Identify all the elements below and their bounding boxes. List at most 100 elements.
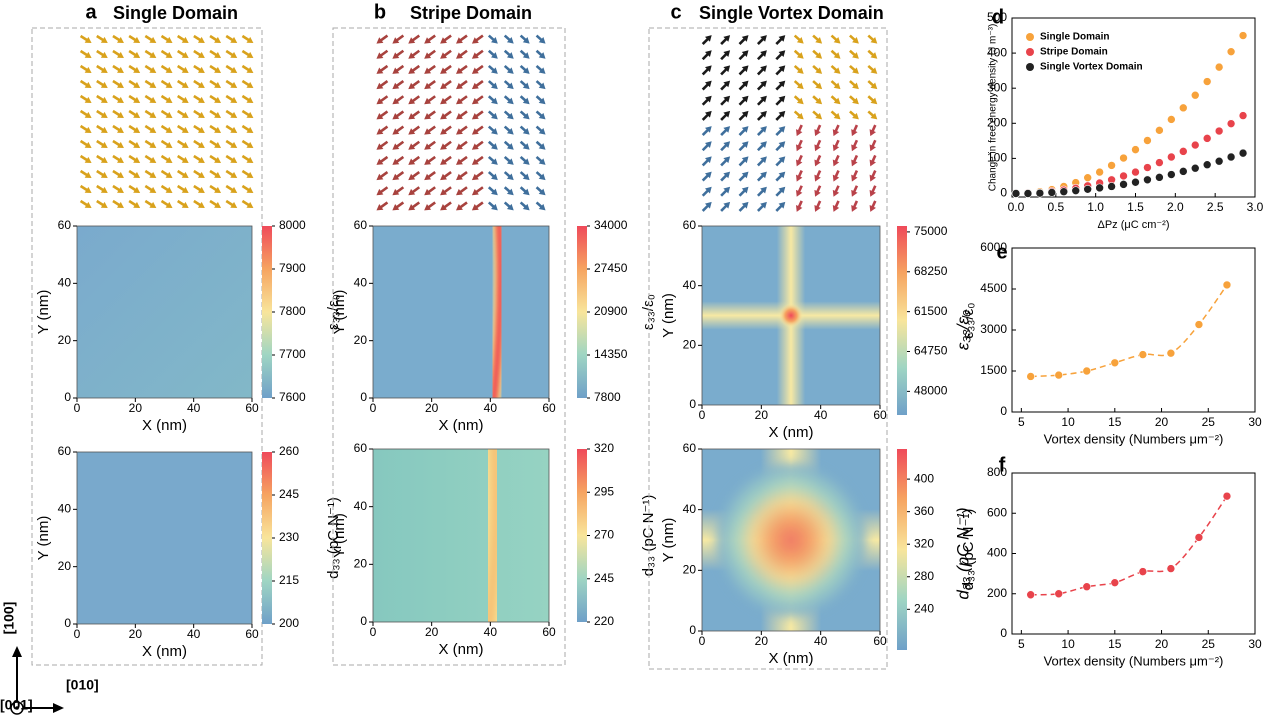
data-point [1178, 167, 1188, 176]
y-tick-label: 20 [58, 333, 72, 347]
y-tick-label: 20 [683, 338, 697, 352]
vector-arrow-head [392, 158, 400, 165]
y-tick-label: 200 [987, 115, 1007, 129]
plot-frame [76, 451, 253, 625]
vector-arrow-head [456, 143, 463, 150]
vector-arrow-head [723, 201, 731, 209]
field-map [373, 226, 549, 398]
vector-arrow-head [84, 126, 92, 133]
y-axis-label: Y (nm) [331, 290, 348, 335]
vector-arrow-head [456, 204, 463, 211]
vector-arrow-head [723, 141, 731, 148]
data-point [1155, 126, 1164, 135]
vector-arrow-head [704, 201, 712, 209]
vector-arrow-head [795, 205, 803, 212]
vector-arrow-head [832, 174, 840, 182]
vector-arrow-head [181, 81, 189, 88]
vector-arrow-head [778, 35, 786, 42]
y-tick-label: 40 [683, 502, 697, 516]
vector-arrow-head [832, 205, 840, 212]
vector-arrow-head [506, 158, 514, 165]
colorbar-tick-label: 48000 [914, 384, 948, 398]
plot-frame [372, 448, 550, 623]
data-point [1138, 567, 1148, 576]
vector-arrow-head [376, 52, 384, 59]
vector-arrow-head [440, 158, 448, 165]
vector-arrow-head [870, 112, 878, 120]
vector-arrow-head [852, 112, 859, 120]
colorbar-tick-label: 245 [279, 487, 299, 501]
direction-label: [010] [66, 677, 99, 693]
colorbar-tick-label: 7800 [594, 390, 621, 404]
vector-arrow-head [392, 97, 400, 105]
vector-arrow-head [506, 36, 514, 44]
vector-arrow-head [165, 66, 173, 73]
vector-arrow-head [181, 111, 189, 118]
vector-arrow-head [440, 67, 448, 74]
vector-arrow-head [760, 95, 767, 103]
vector-arrow-head [424, 204, 432, 211]
x-tick-label: 0 [699, 408, 706, 422]
data-point [1226, 152, 1236, 162]
vector-arrow-head [149, 111, 157, 118]
plot-frame [76, 225, 253, 399]
vector-arrow-head [456, 113, 463, 120]
x-tick-label: 20 [129, 401, 143, 415]
vector-arrow-head [704, 50, 712, 57]
vector-arrow-head [84, 201, 92, 208]
vector-arrow-head [376, 204, 384, 211]
direction-label: [100] [1, 602, 17, 635]
vector-arrow-head [741, 110, 749, 118]
vector-arrow-head [522, 112, 530, 120]
data-point [1110, 358, 1120, 368]
vector-arrow-head [815, 36, 823, 44]
vector-arrow-head [760, 65, 767, 73]
vector-arrow-head [197, 141, 205, 148]
colorbar-label: d₃₃ (pC N⁻¹) [640, 495, 657, 577]
colorbar [262, 226, 272, 398]
vector-arrow-head [440, 143, 448, 150]
vector-arrow-head [197, 126, 205, 133]
vector-arrow-head [522, 173, 530, 181]
vector-arrow-head [117, 36, 124, 43]
colorbar-tick-label: 240 [914, 601, 934, 615]
vector-arrow-head [84, 186, 92, 193]
vector-arrow-head [197, 186, 205, 193]
vector-arrow-head [181, 141, 189, 148]
vector-arrow-head [149, 156, 157, 163]
data-point [1202, 77, 1212, 86]
vector-arrow-head [704, 110, 712, 118]
vector-arrow-head [133, 51, 141, 58]
x-tick-label: 60 [542, 625, 556, 639]
vector-arrow-head [522, 158, 530, 165]
data-point [1138, 350, 1148, 359]
vector-arrow-head [230, 111, 238, 118]
vector-arrow-head [491, 127, 498, 135]
panel-letter: a [85, 1, 97, 23]
vector-arrow-head [165, 186, 173, 193]
legend-label: Stripe Domain [1040, 47, 1108, 58]
data-point [1059, 187, 1069, 197]
vector-arrow-head [408, 143, 416, 150]
vector-arrow-head [851, 129, 858, 137]
vector-arrow-head [870, 97, 878, 105]
vector-arrow-head [704, 80, 712, 88]
vector-arrow-head [538, 203, 546, 211]
vector-arrow-head [741, 141, 749, 148]
vector-arrow-head [815, 82, 823, 90]
vector-arrow-head [230, 66, 238, 73]
vector-arrow-head [869, 174, 876, 182]
vector-arrow-head [778, 141, 786, 148]
vector-arrow-head [491, 97, 498, 105]
y-tick-label: 40 [58, 276, 72, 290]
vector-arrow-head [392, 188, 400, 196]
vector-arrow-head [214, 156, 222, 163]
vector-arrow-head [117, 141, 124, 148]
vector-arrow-head [815, 52, 823, 59]
y-tick-label: 20 [683, 563, 697, 577]
vector-arrow-head [376, 173, 384, 181]
vector-arrow-head [506, 82, 514, 90]
colorbar-tick-label: 14350 [594, 347, 628, 361]
vector-arrow-head [149, 201, 157, 208]
vector-arrow-head [456, 37, 463, 44]
